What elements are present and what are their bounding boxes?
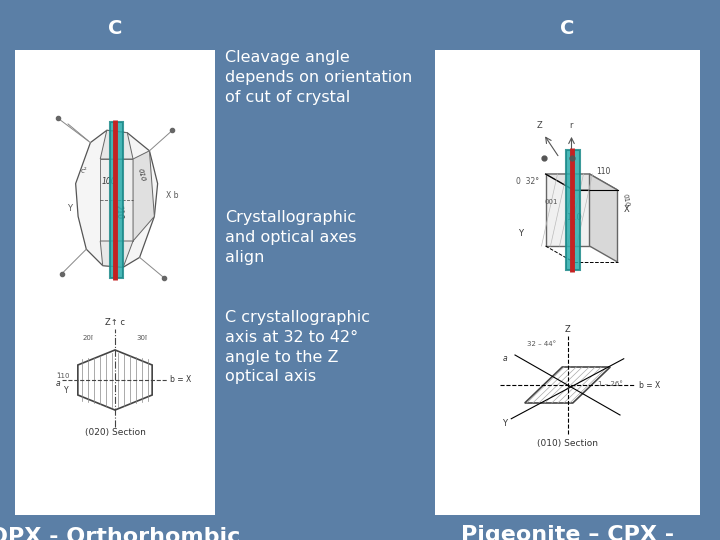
Text: Pigeonite – CPX -
Monoclinic: Pigeonite – CPX - Monoclinic [461,525,674,540]
Text: (020) Section: (020) Section [84,428,145,437]
Text: 110: 110 [566,213,582,222]
Polygon shape [76,130,158,267]
Polygon shape [590,174,618,262]
Text: Y: Y [63,386,68,395]
Text: 010: 010 [137,168,146,183]
Bar [435,50,700,515]
Text: Y: Y [68,204,73,213]
Text: 20ī: 20ī [82,335,93,341]
Text: b = X: b = X [170,375,191,384]
Text: Z↑ c: Z↑ c [105,318,125,327]
Text: c²: c² [81,168,87,174]
Polygon shape [110,122,123,278]
Text: 1 – 26°: 1 – 26° [598,381,622,387]
Text: a: a [503,354,508,363]
Text: C: C [560,19,575,38]
Polygon shape [133,151,154,241]
Text: Cleavage angle
depends on orientation
of cut of crystal: Cleavage angle depends on orientation of… [225,50,413,105]
Text: X: X [624,206,630,214]
Polygon shape [100,130,133,159]
Text: OPX - Orthorhombic: OPX - Orthorhombic [0,527,240,540]
Polygon shape [566,150,580,270]
Text: b = X: b = X [639,381,660,389]
Text: Z: Z [536,121,542,130]
Text: X b: X b [166,191,179,200]
Polygon shape [546,174,590,246]
Bar [15,50,215,515]
Text: 1̄10: 1̄10 [56,373,70,379]
Text: 010: 010 [621,193,630,207]
Text: Crystallographic
and optical axes
align: Crystallographic and optical axes align [225,210,356,265]
Text: a: a [55,380,60,388]
Polygon shape [100,159,133,241]
Text: 0  32°: 0 32° [516,178,539,186]
Text: 30ī: 30ī [137,335,148,341]
Polygon shape [100,241,133,267]
Text: 210: 210 [114,205,125,220]
Text: 110: 110 [596,167,611,176]
Text: (010) Section: (010) Section [537,439,598,448]
Text: Y: Y [503,418,508,428]
Text: 001: 001 [545,199,558,205]
Polygon shape [525,367,611,403]
Text: r: r [570,121,573,130]
Polygon shape [546,174,618,190]
Text: 32 – 44°: 32 – 44° [527,341,556,348]
Text: Y: Y [518,230,523,239]
Polygon shape [78,350,152,410]
Text: C: C [108,19,122,38]
Text: Z: Z [564,325,570,334]
Text: 100: 100 [101,178,116,186]
Text: C crystallographic
axis at 32 to 42°
angle to the Z
optical axis: C crystallographic axis at 32 to 42° ang… [225,310,370,384]
